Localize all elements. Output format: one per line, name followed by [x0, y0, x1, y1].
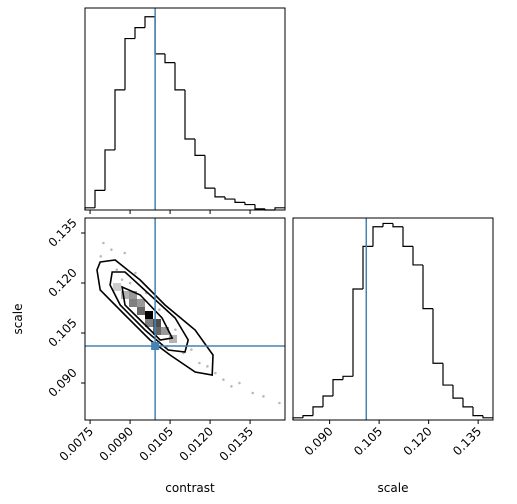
y-tick-label: 0.135 [46, 216, 80, 250]
histogram-step [114, 89, 125, 150]
histogram-step [452, 385, 463, 399]
hist2d-cell [145, 319, 153, 327]
scatter-point [198, 361, 201, 365]
hist2d-cell [153, 319, 161, 327]
y-tick-label: 0.090 [46, 366, 80, 400]
histogram-step [422, 264, 433, 310]
hist2d-cell [169, 335, 177, 343]
x-axis-label: scale [378, 481, 409, 495]
scatter-point [251, 391, 255, 395]
histogram-step [412, 246, 423, 266]
contour [96, 259, 214, 376]
panel-frame [84, 217, 286, 421]
histogram-step [482, 415, 493, 419]
x-tick-label: 0.0135 [217, 424, 257, 464]
histogram-step [254, 204, 265, 210]
histogram-step [134, 27, 145, 39]
histogram-step [382, 222, 393, 227]
histogram-step [442, 363, 453, 386]
x-axis-label: contrast [165, 481, 215, 495]
hist2d-cell [137, 307, 145, 315]
histogram-step [362, 245, 373, 289]
hist2d-cell [145, 311, 153, 319]
hist2d-cell [129, 291, 137, 299]
hist2d-cell [153, 327, 161, 335]
histogram-step [204, 155, 215, 189]
scatter-point [123, 251, 127, 255]
histogram-step [402, 226, 413, 247]
histogram-step [94, 189, 105, 208]
contour [121, 285, 174, 341]
histogram-step [224, 196, 235, 200]
x-tick-label: 0.105 [351, 424, 385, 458]
panel-frame [84, 7, 286, 211]
y-axis-label: scale [11, 304, 25, 335]
scatter-point [222, 378, 225, 381]
x-tick-label: 0.0105 [137, 424, 177, 464]
histogram-step [174, 62, 185, 91]
hist2d-cell [137, 299, 145, 307]
hist2d-cell [129, 299, 137, 307]
truth-marker [151, 342, 160, 350]
x-tick-label: 0.135 [450, 424, 484, 458]
x-tick-label: 0.120 [401, 424, 435, 458]
scatter-point [278, 401, 281, 405]
hist2d-cell [121, 291, 129, 299]
scatter-point [99, 255, 103, 258]
scatter-point [214, 371, 217, 375]
histogram-step [332, 379, 343, 396]
histogram-step [104, 149, 115, 191]
histogram-step [322, 395, 333, 407]
scatter-point [190, 348, 193, 351]
scatter-point [110, 248, 113, 251]
scatter-point [102, 241, 105, 245]
x-tick-label: 0.090 [302, 424, 336, 458]
scatter-point [158, 308, 161, 311]
histogram-step [372, 226, 383, 247]
scatter-point [174, 328, 177, 331]
x-tick-label: 0.0090 [97, 424, 137, 464]
scatter-point [115, 268, 119, 271]
histogram-step [342, 375, 353, 380]
histogram-step [274, 207, 285, 210]
scatter-point [128, 281, 132, 285]
histogram-step [214, 188, 225, 198]
scatter-point [120, 278, 124, 281]
scatter-point [206, 365, 209, 368]
panel-frame [292, 217, 494, 421]
histogram-step [184, 89, 195, 140]
hist2d-cell [161, 327, 169, 335]
histogram-step [462, 398, 473, 408]
scatter-point [134, 271, 137, 275]
histogram-step [234, 199, 245, 203]
contour [109, 271, 190, 353]
histogram-step [352, 288, 363, 377]
scatter-point [230, 385, 233, 388]
histogram-step [392, 223, 403, 228]
scatter-point [262, 395, 265, 398]
histogram-step [124, 37, 135, 90]
histogram-step [432, 308, 443, 364]
x-tick-label: 0.0075 [57, 424, 97, 464]
histogram-step [244, 202, 255, 206]
histogram-step [194, 139, 205, 157]
histogram-step [312, 406, 323, 416]
scatter-point [238, 381, 241, 385]
y-tick-label: 0.105 [46, 316, 80, 350]
histogram-step [472, 406, 483, 417]
x-tick-label: 0.0120 [177, 424, 217, 464]
histogram-step [302, 415, 313, 418]
histogram-step [164, 53, 175, 64]
histogram-step [154, 16, 165, 55]
hist2d-cell [113, 283, 121, 291]
y-tick-label: 0.120 [46, 266, 80, 300]
histogram-step [144, 16, 155, 28]
